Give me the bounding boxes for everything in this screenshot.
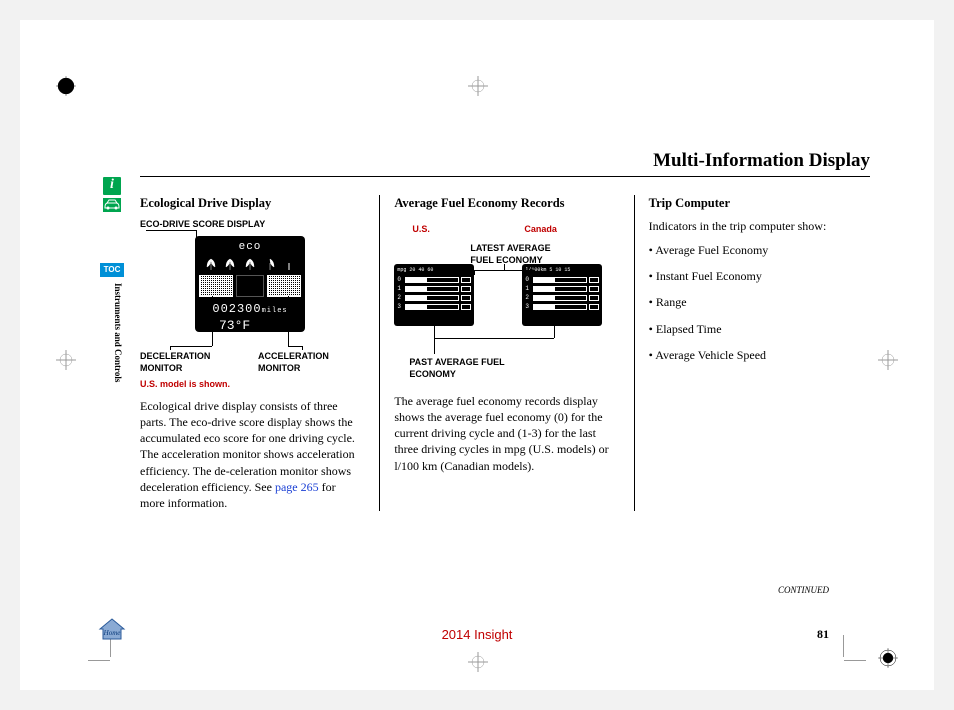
decel-bar [199, 275, 233, 297]
page-number: 81 [817, 627, 829, 642]
body-text: The average fuel economy records display… [394, 393, 615, 474]
accel-bar [267, 275, 301, 297]
lcd-header: mpg 20 40 60 [397, 267, 471, 274]
page-title: Multi-Information Display [140, 150, 870, 177]
register-mark-icon [468, 652, 488, 672]
list-item: Elapsed Time [649, 321, 870, 337]
crop-mark [88, 660, 110, 661]
label-canada: Canada [524, 223, 557, 235]
leaf-icon [281, 257, 297, 271]
leaf-icon [203, 257, 219, 271]
lcd-temp: 73°F [219, 317, 305, 335]
center-bar [236, 275, 264, 297]
label-us: U.S. [412, 223, 430, 235]
list-item: Instant Fuel Economy [649, 268, 870, 284]
section-heading: Ecological Drive Display [140, 195, 361, 212]
section-heading: Average Fuel Economy Records [394, 195, 615, 212]
crop-mark [843, 635, 844, 657]
list-item: Average Fuel Economy [649, 242, 870, 258]
column-ecological: Ecological Drive Display ECO-DRIVE SCORE… [140, 195, 361, 511]
lcd-eco-text: eco [195, 240, 305, 255]
list-item: Range [649, 294, 870, 310]
lcd-us: mpg 20 40 60 0 1 2 3 [394, 264, 474, 326]
trip-list: Average Fuel Economy Instant Fuel Econom… [649, 242, 870, 363]
model-note: U.S. model is shown. [140, 378, 230, 390]
register-mark-icon [878, 350, 898, 370]
list-item: Average Vehicle Speed [649, 347, 870, 363]
register-mark-icon [56, 350, 76, 370]
crop-mark [844, 660, 866, 661]
register-mark-icon [468, 76, 488, 96]
body-text: Ecological drive display consists of thr… [140, 398, 361, 511]
footer-model: 2014 Insight [442, 627, 513, 642]
car-icon-button[interactable] [103, 198, 121, 212]
register-mark-icon [878, 648, 898, 668]
leaf-icon [262, 257, 278, 271]
fig-label-decel: DECELERATION MONITOR [140, 350, 220, 374]
continued-label: CONTINUED [778, 585, 829, 595]
leaf-icon [222, 257, 238, 271]
chapter-label: Instruments and Controls [113, 283, 123, 382]
svg-text:Home: Home [103, 629, 121, 637]
fig-label-latest: LATEST AVERAGE FUEL ECONOMY [470, 242, 560, 266]
column-trip-computer: Trip Computer Indicators in the trip com… [634, 195, 870, 511]
lcd-header: l/100km 5 10 15 [525, 267, 599, 274]
leaf-icon [242, 257, 258, 271]
section-heading: Trip Computer [649, 195, 870, 212]
fuel-records-figure: U.S. Canada LATEST AVERAGE FUEL ECONOMY … [394, 218, 614, 383]
register-mark-icon [56, 76, 76, 96]
column-fuel-records: Average Fuel Economy Records U.S. Canada… [379, 195, 615, 511]
fig-label-past: PAST AVERAGE FUEL ECONOMY [409, 356, 509, 380]
fig-label-accel: ACCELERATION MONITOR [258, 350, 338, 374]
toc-button[interactable]: TOC [100, 263, 124, 277]
fig-label-score: ECO-DRIVE SCORE DISPLAY [140, 218, 265, 230]
content-area: Multi-Information Display Ecological Dri… [140, 150, 870, 511]
page-link[interactable]: page 265 [275, 480, 319, 494]
trip-intro: Indicators in the trip computer show: [649, 218, 870, 234]
page: i TOC Instruments and Controls Home Mult… [20, 20, 934, 690]
info-button[interactable]: i [103, 177, 121, 195]
eco-drive-figure: ECO-DRIVE SCORE DISPLAY eco [140, 218, 350, 388]
home-button[interactable]: Home [97, 617, 127, 641]
